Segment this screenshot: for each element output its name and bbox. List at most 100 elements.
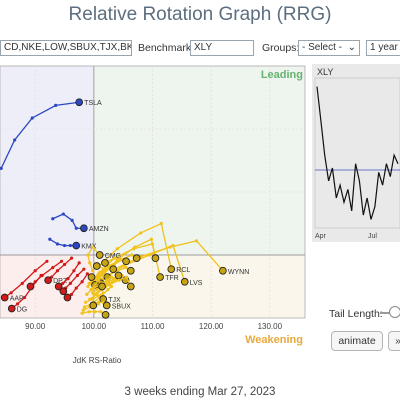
- tail-point: [55, 269, 60, 273]
- tail-point: [107, 283, 111, 287]
- tail-endpoint[interactable]: [72, 241, 81, 250]
- tail-point: [62, 262, 67, 267]
- tail-point: [103, 267, 108, 271]
- tail-endpoint[interactable]: [92, 262, 101, 270]
- tail-point: [51, 217, 55, 221]
- tail-point: [85, 272, 89, 276]
- tail-length-slider-handle[interactable]: [389, 306, 400, 318]
- tail-label: CMG: [105, 253, 121, 260]
- tail-endpoint[interactable]: [126, 266, 135, 275]
- tail-endpoint[interactable]: [109, 265, 118, 274]
- tail-point: [82, 305, 87, 309]
- tail-endpoint[interactable]: [156, 273, 164, 281]
- tail-point: [61, 281, 65, 285]
- tail-point: [81, 308, 85, 312]
- tail-point: [30, 116, 34, 120]
- groups-select[interactable]: - Select - ⌄: [298, 40, 360, 56]
- tail-point: [80, 311, 84, 315]
- tail-label: DPZ: [53, 278, 68, 285]
- tail-endpoint[interactable]: [219, 266, 227, 275]
- period-select-value: 1 year: [370, 42, 398, 53]
- tail-endpoint[interactable]: [151, 254, 160, 263]
- tail-point: [117, 278, 121, 282]
- tail-point: [121, 264, 125, 268]
- x-tick-label: 130.00: [258, 322, 283, 331]
- tail-point: [33, 269, 37, 273]
- period-select[interactable]: 1 year: [366, 40, 400, 56]
- tail-endpoint[interactable]: [89, 301, 98, 310]
- tail-endpoint[interactable]: [80, 224, 88, 233]
- tail-endpoint[interactable]: [126, 282, 135, 291]
- tail-point: [112, 262, 116, 267]
- tail-label: RCL: [176, 267, 190, 274]
- tail-point: [91, 291, 95, 295]
- tail-point: [109, 275, 114, 279]
- tail-label: KMX: [81, 244, 97, 251]
- tail-endpoint[interactable]: [87, 273, 96, 281]
- tail-point: [74, 286, 78, 290]
- tail-endpoint[interactable]: [180, 277, 189, 286]
- tail-point: [80, 280, 84, 284]
- tail-point: [0, 166, 3, 170]
- date-range-footer: 3 weeks ending Mar 27, 2023: [124, 386, 276, 398]
- tail-point: [171, 243, 175, 248]
- tail-point: [20, 281, 24, 285]
- tail-point: [87, 310, 91, 314]
- grid: [0, 66, 305, 318]
- tail-label: SBUX: [112, 303, 131, 310]
- benchmark-input[interactable]: XLY: [190, 40, 254, 56]
- tail-point: [159, 221, 163, 226]
- tail-point: [33, 280, 37, 284]
- next-button[interactable]: »: [388, 331, 400, 351]
- tail-point: [48, 237, 52, 241]
- tail-point: [66, 277, 70, 281]
- tail-endpoint[interactable]: [101, 259, 109, 267]
- tail-endpoint[interactable]: [7, 304, 16, 313]
- tail-endpoint[interactable]: [132, 254, 141, 263]
- tail-point: [82, 267, 86, 271]
- tail-endpoint[interactable]: [101, 311, 110, 319]
- x-tick-label: 120.00: [199, 322, 224, 331]
- tail-endpoint[interactable]: [167, 265, 176, 274]
- symbols-input[interactable]: CD,NKE,LOW,SBUX,TJX,BKNG: [0, 40, 132, 56]
- tail-endpoint[interactable]: [63, 293, 72, 302]
- tail-endpoint[interactable]: [114, 271, 123, 280]
- tail-point: [86, 284, 90, 289]
- animate-button[interactable]: animate: [331, 331, 383, 351]
- tail-point: [96, 278, 101, 282]
- x-axis-ticks: 90.00 100.00 110.00 120.00 130.00: [25, 322, 282, 331]
- tail-point: [68, 243, 72, 248]
- tail-endpoint[interactable]: [0, 293, 9, 302]
- tail-endpoint[interactable]: [75, 98, 84, 107]
- tail-point: [51, 266, 55, 270]
- tail-point: [23, 295, 27, 300]
- tail-point: [149, 237, 153, 241]
- tail-label: LVS: [190, 280, 203, 287]
- tail-point: [77, 261, 81, 265]
- quadrant-leading: [93, 66, 305, 255]
- tail-endpoint[interactable]: [95, 251, 104, 259]
- rrg-chart: Leading Weakening TSLA AMZN KMX AAP DG DPZ WYN…: [0, 64, 310, 364]
- tail-endpoint[interactable]: [98, 282, 106, 291]
- tail-point: [124, 266, 128, 270]
- benchmark-mini-chart: XLY Apr Jul: [312, 64, 400, 242]
- tail-point: [55, 242, 60, 246]
- tail-point: [95, 288, 99, 292]
- tail-point: [101, 273, 105, 278]
- tail-endpoint[interactable]: [54, 282, 63, 291]
- tail-label: TSLA: [84, 100, 102, 107]
- tail-endpoint[interactable]: [44, 276, 52, 285]
- tail-endpoint[interactable]: [102, 301, 111, 310]
- tail-point: [15, 302, 20, 306]
- x-tick-label: 100.00: [82, 322, 107, 331]
- mini-chart-plot-area: [314, 77, 400, 229]
- tail-endpoint[interactable]: [26, 282, 35, 291]
- tail-point: [94, 277, 98, 281]
- tail-point: [85, 292, 89, 296]
- tail-label: TJX: [108, 297, 121, 304]
- tail-point: [96, 294, 101, 298]
- tail-point: [147, 253, 152, 257]
- tail-endpoint[interactable]: [59, 287, 68, 296]
- tail-label: DG: [17, 307, 28, 314]
- tail-endpoint[interactable]: [122, 257, 130, 266]
